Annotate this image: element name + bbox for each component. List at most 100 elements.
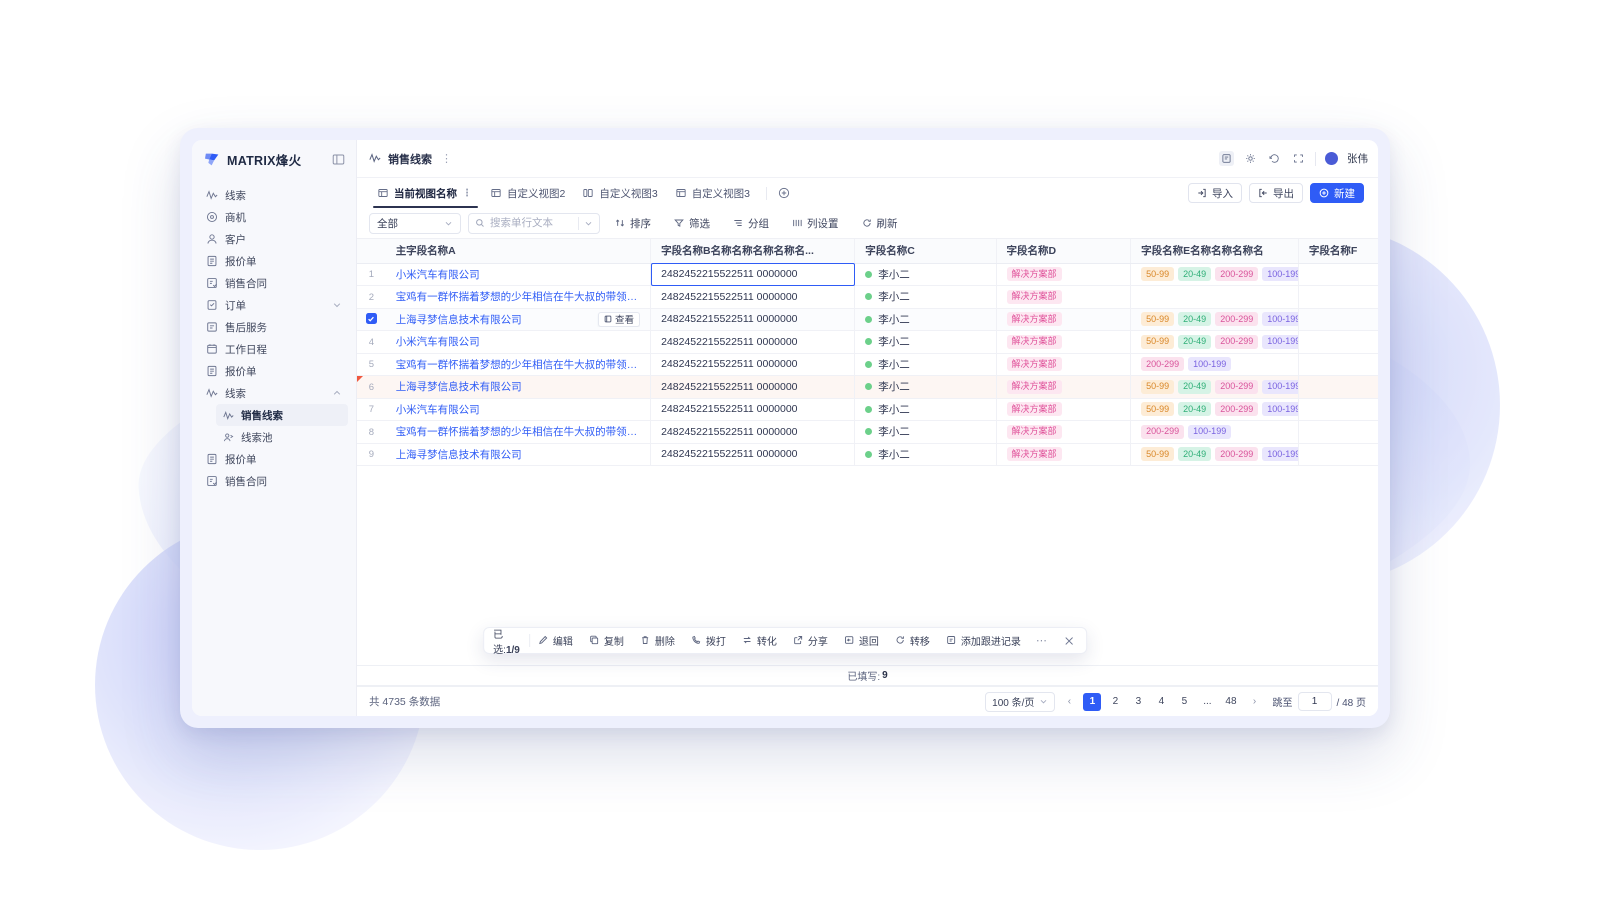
bulk-delete-button[interactable]: 删除 — [632, 627, 683, 654]
cell-field-b[interactable]: 2482452215522511 0000000 — [650, 443, 856, 466]
cell-field-e[interactable]: 200-299 100-199 — [1130, 353, 1299, 376]
page-size-select[interactable]: 100 条/页 — [985, 691, 1056, 712]
tab-custom-view-2[interactable]: 自定义视图2 — [482, 178, 574, 208]
table-row[interactable]: 上海寻梦信息技术有限公司 查看 2482452215522511 0000000 李小… — [357, 308, 1378, 331]
cell-main-field[interactable]: 上海寻梦信息技术有限公司 查看 — [385, 308, 652, 331]
page-button-48[interactable]: 48 — [1225, 696, 1237, 707]
cell-field-e[interactable]: 200-299 100-199 — [1130, 420, 1299, 444]
sidebar-item-quote-1[interactable]: 报价单 — [200, 250, 348, 272]
cell-main-field[interactable]: 小米汽车有限公司 — [385, 263, 652, 286]
row-checkbox[interactable] — [357, 308, 386, 331]
cell-field-d[interactable]: 解决方案部 — [996, 443, 1132, 466]
bulk-transfer-button[interactable]: 转移 — [887, 627, 938, 654]
record-link[interactable]: 上海寻梦信息技术有限公司 — [395, 448, 522, 461]
tab-current-view[interactable]: 当前视图名称 ⋮ — [369, 178, 482, 208]
tab-custom-view-3a[interactable]: 自定义视图3 — [574, 178, 666, 208]
sort-button[interactable]: 排序 — [607, 213, 659, 234]
record-link[interactable]: 小米汽车有限公司 — [395, 268, 480, 281]
record-link[interactable]: 宝鸡有一群怀揣着梦想的少年相信在牛大叔的带领下... — [395, 358, 641, 371]
table-row[interactable]: 8 宝鸡有一群怀揣着梦想的少年相信在牛大叔的带领下... 2482452215522… — [357, 420, 1378, 444]
data-table-wrapper[interactable]: 主字段名称A 字段名称B名称名称名称名称名... 字段名称C 字段名称D 字段名… — [357, 238, 1378, 665]
table-row[interactable]: 4 小米汽车有限公司 2482452215522511 0000000 李小二 解决方案… — [357, 330, 1378, 354]
sidebar-item-lead-pool[interactable]: 线索池 — [216, 426, 348, 448]
cell-field-d[interactable]: 解决方案部 — [996, 398, 1132, 421]
chevron-down-icon[interactable] — [332, 300, 342, 310]
column-header-e[interactable]: 字段名称E名称名称名称名 — [1130, 239, 1299, 264]
prev-page-button[interactable]: ‹ — [1067, 696, 1072, 707]
table-row[interactable]: 6 上海寻梦信息技术有限公司 2482452215522511 0000000 李小二… — [357, 375, 1378, 399]
row-index[interactable]: 7 — [357, 398, 386, 421]
column-header-d[interactable]: 字段名称D — [996, 239, 1132, 264]
row-index[interactable]: 2 — [357, 285, 386, 309]
import-button[interactable]: 导入 — [1188, 183, 1242, 203]
cell-field-e[interactable]: 50-99 20-49 200-299 100-199 — [1130, 375, 1299, 399]
export-button[interactable]: 导出 — [1249, 183, 1303, 203]
cell-field-f[interactable]: - — [1298, 330, 1378, 354]
gear-icon[interactable] — [1243, 151, 1258, 166]
row-index[interactable]: 9 — [357, 443, 386, 466]
cell-main-field[interactable]: 上海寻梦信息技术有限公司 — [385, 375, 652, 399]
sidebar-item-contract-1[interactable]: 销售合同 — [200, 272, 348, 294]
cell-field-f[interactable]: - — [1298, 263, 1378, 286]
sidebar-item-service[interactable]: 售后服务 — [200, 316, 348, 338]
page-menu-icon[interactable]: ⋮ — [441, 153, 453, 165]
row-index[interactable]: 1 — [357, 263, 386, 286]
scope-select[interactable]: 全部 — [369, 212, 461, 234]
add-view-button[interactable] — [774, 183, 794, 203]
sidebar-item-sales-leads[interactable]: 销售线索 — [216, 404, 348, 426]
record-link[interactable]: 小米汽车有限公司 — [395, 403, 480, 416]
history-icon[interactable] — [1267, 151, 1282, 166]
cell-field-b[interactable]: 2482452215522511 0000000 — [650, 375, 856, 399]
cell-field-d[interactable]: 解决方案部 — [996, 420, 1132, 444]
search-box[interactable] — [468, 212, 600, 234]
page-button-5[interactable]: 5 — [1181, 696, 1188, 707]
sidebar-item-calendar[interactable]: 工作日程 — [200, 338, 348, 360]
column-header-a[interactable]: 主字段名称A — [385, 239, 652, 264]
cell-field-b[interactable]: 2482452215522511 0000000 — [650, 353, 856, 376]
cell-field-f[interactable]: 32,212 — [1298, 420, 1378, 444]
tab-custom-view-3b[interactable]: 自定义视图3 — [667, 178, 759, 208]
column-header-f[interactable]: 字段名称F — [1298, 239, 1378, 264]
row-index[interactable]: 6 — [357, 375, 386, 399]
sidebar-item-contract-2[interactable]: 销售合同 — [200, 470, 348, 492]
cell-field-d[interactable]: 解决方案部 — [996, 285, 1132, 309]
bulk-add-followup-button[interactable]: 添加跟进记录 — [938, 627, 1029, 654]
collapse-panel-icon[interactable] — [330, 151, 346, 167]
cell-main-field[interactable]: 宝鸡有一群怀揣着梦想的少年相信在牛大叔的带领下... — [385, 353, 652, 376]
table-row[interactable]: 9 上海寻梦信息技术有限公司 2482452215522511 0000000 李小二… — [357, 443, 1378, 466]
sidebar-item-lead-1[interactable]: 线索 — [200, 184, 348, 206]
cell-field-b[interactable]: 2482452215522511 0000000 — [650, 285, 856, 309]
avatar[interactable] — [1325, 152, 1338, 165]
row-index[interactable]: 8 — [357, 420, 386, 444]
row-index[interactable]: 5 — [357, 353, 386, 376]
page-button-2[interactable]: 2 — [1112, 696, 1119, 707]
create-button[interactable]: 新建 — [1310, 183, 1364, 203]
group-button[interactable]: 分组 — [725, 213, 777, 234]
sidebar-item-order[interactable]: 订单 — [200, 294, 348, 316]
fullscreen-icon[interactable] — [1291, 151, 1306, 166]
cell-field-c[interactable]: 李小二 — [854, 330, 997, 354]
cell-main-field[interactable]: 小米汽车有限公司 — [385, 398, 652, 421]
sidebar-item-quote-3[interactable]: 报价单 — [200, 448, 348, 470]
table-row[interactable]: 7 小米汽车有限公司 2482452215522511 0000000 李小二 解决方案… — [357, 398, 1378, 421]
cell-field-c[interactable]: 李小二 — [854, 420, 997, 444]
table-row[interactable]: 5 宝鸡有一群怀揣着梦想的少年相信在牛大叔的带领下... 2482452215522… — [357, 353, 1378, 376]
cell-field-f[interactable]: 32,212 — [1298, 285, 1378, 309]
bulk-convert-button[interactable]: 转化 — [734, 627, 785, 654]
bulk-more-button[interactable]: ⋯ — [1035, 635, 1048, 647]
close-icon[interactable] — [1055, 635, 1077, 647]
cell-field-f[interactable]: - — [1298, 398, 1378, 421]
jump-input[interactable] — [1297, 692, 1332, 711]
refresh-button[interactable]: 刷新 — [854, 213, 906, 234]
row-index[interactable]: 4 — [357, 330, 386, 354]
cell-field-b[interactable]: 2482452215522511 0000000 — [650, 308, 856, 331]
cell-field-b[interactable]: 2482452215522511 0000000 — [650, 420, 856, 444]
view-record-button[interactable]: 查看 — [598, 311, 641, 327]
cell-field-d[interactable]: 解决方案部 — [996, 375, 1132, 399]
cell-field-f[interactable]: - — [1298, 308, 1378, 331]
chevron-up-icon[interactable] — [332, 388, 342, 398]
cell-field-e[interactable]: 50-99 20-49 200-299 100-199 — [1130, 398, 1299, 421]
cell-field-f[interactable]: 32,212 — [1298, 353, 1378, 376]
cell-main-field[interactable]: 上海寻梦信息技术有限公司 — [385, 443, 652, 466]
record-link[interactable]: 宝鸡有一群怀揣着梦想的少年相信在牛大叔的带领下... — [395, 291, 641, 304]
